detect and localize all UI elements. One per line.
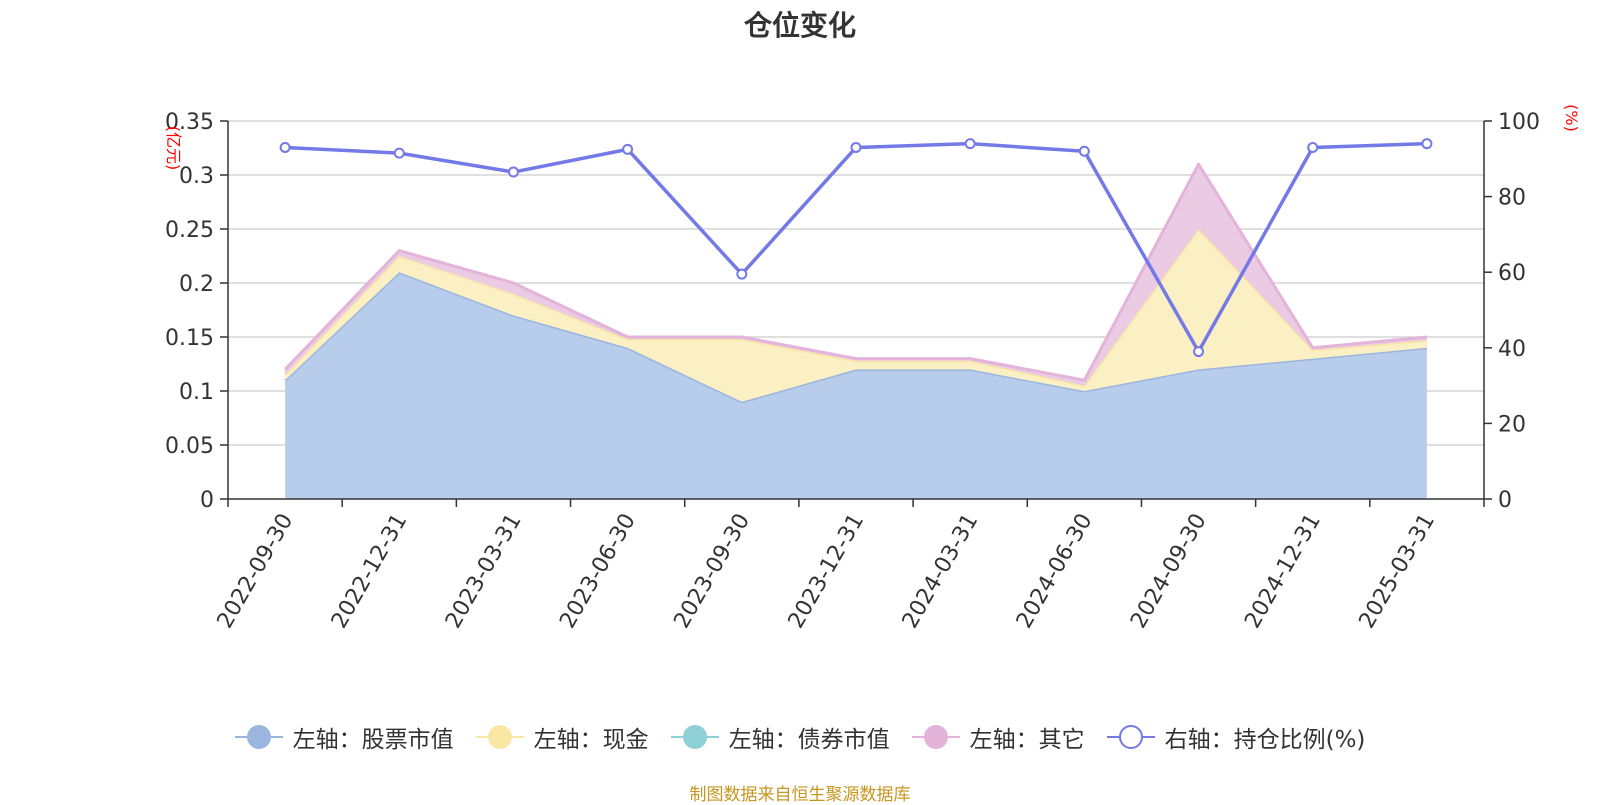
left-axis-tick-label: 0.3 (179, 164, 214, 189)
line-point (1421, 138, 1433, 150)
legend-item[interactable]: 左轴：其它 (911, 720, 1085, 754)
legend-item[interactable]: 左轴：债券市值 (670, 720, 890, 754)
legend-label: 左轴：股票市值 (292, 727, 454, 753)
x-axis-tick-label: 2023-03-31 (441, 510, 527, 633)
x-axis-tick-label: 2023-12-31 (784, 510, 870, 633)
line-point (1307, 141, 1319, 153)
area-左轴：股票市值 (285, 272, 1427, 499)
legend-symbol (1106, 724, 1155, 750)
left-axis-tick-label: 0.25 (165, 218, 214, 243)
line-point (393, 147, 405, 159)
left-axis-label: (亿元) (164, 126, 183, 171)
line-point (1193, 346, 1205, 358)
left-axis-tick-label: 0.35 (165, 110, 214, 135)
left-axis-tick-label: 0.05 (165, 434, 214, 459)
axes (220, 120, 1492, 507)
legend-label: 左轴：债券市值 (728, 727, 890, 753)
legend-symbol (234, 724, 283, 750)
right-axis-tick-label: 60 (1498, 261, 1526, 286)
line-point (1078, 145, 1090, 157)
legend-item[interactable]: 右轴：持仓比例(%) (1106, 720, 1366, 754)
left-axis-tick-label: 0.1 (179, 380, 214, 405)
area-line-左轴：其它 (284, 162, 1428, 382)
x-axis-tick-label: 2025-03-31 (1355, 510, 1441, 633)
legend-label: 左轴：现金 (533, 727, 649, 753)
stacked-areas (284, 162, 1428, 499)
left-axis-tick-label: 0.15 (165, 326, 214, 351)
source-footer: 制图数据来自恒生聚源数据库 (689, 785, 911, 805)
line-point (964, 138, 976, 150)
legend-symbol (670, 724, 719, 750)
line-point (736, 268, 748, 280)
x-axis-tick-label: 2024-03-31 (898, 510, 984, 633)
x-axis-tick-label: 2024-09-30 (1126, 510, 1212, 633)
legend-item[interactable]: 左轴：现金 (475, 720, 649, 754)
x-axis-tick-label: 2022-12-31 (327, 509, 413, 632)
legend-label: 左轴：其它 (969, 727, 1085, 753)
x-axis-tick-label: 2024-06-30 (1012, 510, 1098, 633)
x-axis-tick-label: 2022-09-30 (213, 510, 299, 633)
legend-symbol (911, 724, 960, 750)
legend: 左轴：股票市值 左轴：现金 左轴：债券市值 左轴：其它 右轴：持仓比例(%) (0, 720, 1600, 754)
chart-title: 仓位变化 (743, 9, 856, 42)
ratio-line (279, 138, 1433, 358)
right-axis-tick-label: 80 (1498, 186, 1526, 211)
x-axis-tick-label: 2023-06-30 (555, 510, 641, 633)
area-左轴：现金 (285, 229, 1427, 402)
right-axis-tick-label: 20 (1498, 412, 1526, 437)
legend-symbol (475, 724, 524, 750)
line-point (507, 166, 519, 178)
x-axis-tick-label: 2024-12-31 (1240, 510, 1326, 633)
left-axis-tick-label: 0.2 (179, 272, 214, 297)
right-axis-tick-label: 0 (1498, 488, 1512, 513)
right-axis-label: (%) (1562, 104, 1581, 132)
line-point (622, 143, 634, 155)
x-axis-tick-label: 2023-09-30 (669, 510, 755, 633)
line-point (279, 141, 291, 153)
right-axis-tick-label: 40 (1498, 337, 1526, 362)
legend-label: 右轴：持仓比例(%) (1164, 727, 1366, 753)
left-axis-tick-label: 0 (200, 488, 214, 513)
legend-item[interactable]: 左轴：股票市值 (234, 720, 454, 754)
right-axis-tick-label: 100 (1498, 110, 1540, 135)
line-point (850, 141, 862, 153)
